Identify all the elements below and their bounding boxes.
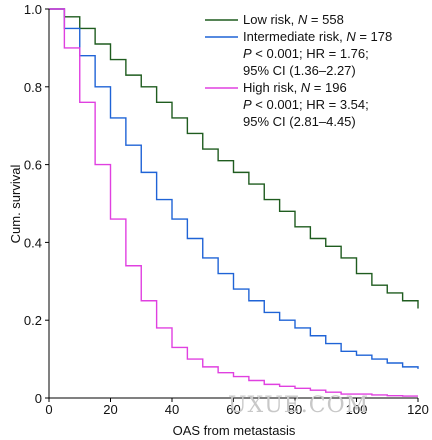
y-tick-label: 0.6 — [24, 158, 42, 173]
axes: 0 0.2 0.4 0.6 0.8 1.0 0 20 40 60 80 100 120 — [24, 2, 429, 417]
y-axis-label: Cum. survival — [8, 165, 23, 244]
x-tick-label: 40 — [165, 402, 179, 417]
series-line-1 — [49, 8, 419, 369]
y-tick-label: 0.4 — [24, 235, 42, 250]
legend: Low risk, N = 558 Intermediate risk, N = … — [205, 12, 392, 129]
x-tick-label: 100 — [346, 402, 368, 417]
legend-stats-1: P < 0.001; HR = 1.76; — [243, 46, 369, 61]
x-axis-label: OAS from metastasis — [173, 423, 296, 438]
series-line-2 — [49, 8, 418, 397]
y-tick-label: 0.8 — [24, 80, 42, 95]
y-tick-label: 0.2 — [24, 313, 42, 328]
watermark-logo: UXUE.COM — [228, 393, 369, 418]
x-tick-label: 80 — [288, 402, 302, 417]
y-tick-label: 0 — [35, 391, 42, 406]
legend-stats-1: 95% CI (1.36–2.27) — [243, 63, 356, 78]
legend-entry-0: Low risk, N = 558 — [243, 12, 344, 27]
legend-entry-1: Intermediate risk, N = 178 — [243, 29, 392, 44]
x-tick-label: 20 — [103, 402, 117, 417]
y-tick-label: 1.0 — [24, 2, 42, 17]
series-lines — [49, 8, 419, 397]
series-line-0 — [49, 8, 419, 309]
legend-entry-2: High risk, N = 196 — [243, 80, 347, 95]
legend-stats-2: 95% CI (2.81–4.45) — [243, 114, 356, 129]
legend-stats-2: P < 0.001; HR = 3.54; — [243, 97, 369, 112]
x-tick-label: 60 — [226, 402, 240, 417]
x-tick-label: 0 — [45, 402, 52, 417]
x-tick-label: 120 — [407, 402, 429, 417]
